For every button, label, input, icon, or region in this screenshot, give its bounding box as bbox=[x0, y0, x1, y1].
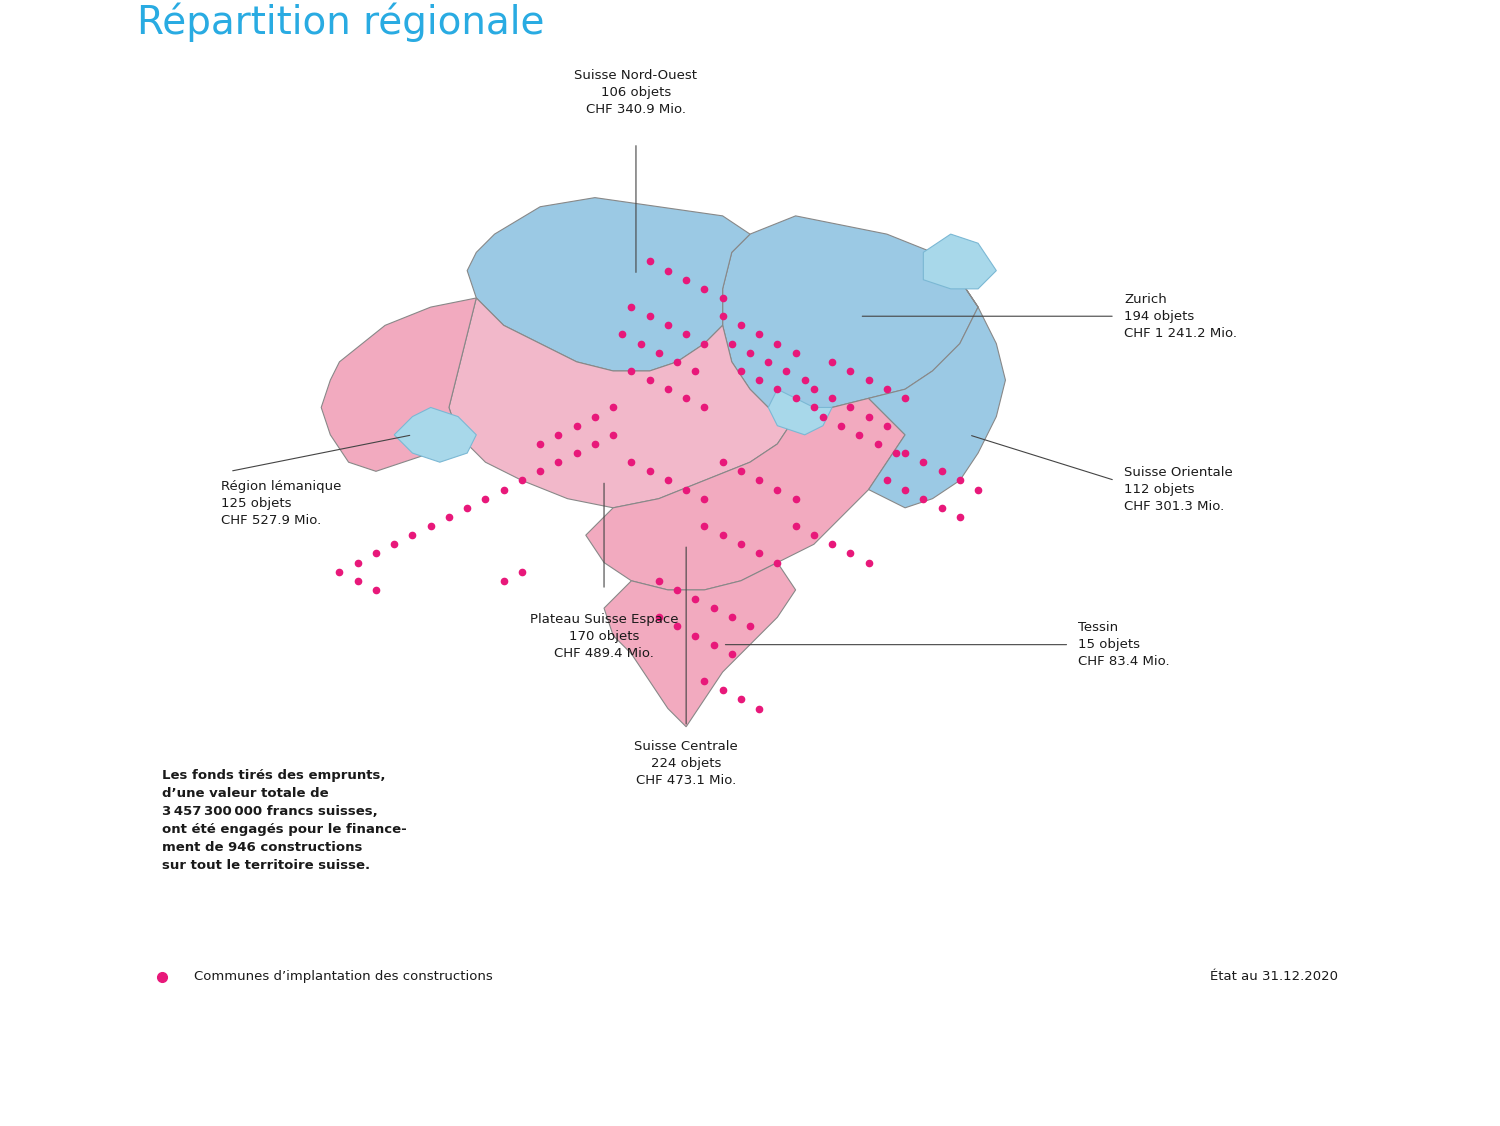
Text: Communes d’implantation des constructions: Communes d’implantation des construction… bbox=[195, 971, 494, 983]
Polygon shape bbox=[448, 298, 795, 508]
Text: Plateau Suisse Espace
170 objets
CHF 489.4 Mio.: Plateau Suisse Espace 170 objets CHF 489… bbox=[530, 613, 678, 660]
Text: Suisse Orientale
112 objets
CHF 301.3 Mio.: Suisse Orientale 112 objets CHF 301.3 Mi… bbox=[1124, 466, 1233, 513]
Polygon shape bbox=[924, 234, 996, 289]
Text: Les fonds tirés des emprunts,
d’une valeur totale de
3 457 300 000 francs suisse: Les fonds tirés des emprunts, d’une vale… bbox=[162, 769, 407, 872]
Polygon shape bbox=[723, 216, 978, 417]
Text: Région lémanique
125 objets
CHF 527.9 Mio.: Région lémanique 125 objets CHF 527.9 Mi… bbox=[220, 481, 340, 527]
Polygon shape bbox=[394, 408, 477, 462]
Polygon shape bbox=[321, 298, 477, 472]
Text: Zurich
194 objets
CHF 1 241.2 Mio.: Zurich 194 objets CHF 1 241.2 Mio. bbox=[1124, 293, 1238, 340]
Polygon shape bbox=[586, 399, 904, 590]
Polygon shape bbox=[604, 563, 795, 726]
Text: Tessin
15 objets
CHF 83.4 Mio.: Tessin 15 objets CHF 83.4 Mio. bbox=[1078, 622, 1170, 668]
Polygon shape bbox=[768, 390, 832, 435]
Text: Répartition régionale: Répartition régionale bbox=[136, 2, 544, 42]
Text: Suisse Centrale
224 objets
CHF 473.1 Mio.: Suisse Centrale 224 objets CHF 473.1 Mio… bbox=[634, 741, 738, 787]
Polygon shape bbox=[868, 252, 1005, 508]
Polygon shape bbox=[466, 198, 750, 370]
Text: État au 31.12.2020: État au 31.12.2020 bbox=[1209, 971, 1338, 983]
Text: Suisse Nord-Ouest
106 objets
CHF 340.9 Mio.: Suisse Nord-Ouest 106 objets CHF 340.9 M… bbox=[574, 69, 698, 116]
